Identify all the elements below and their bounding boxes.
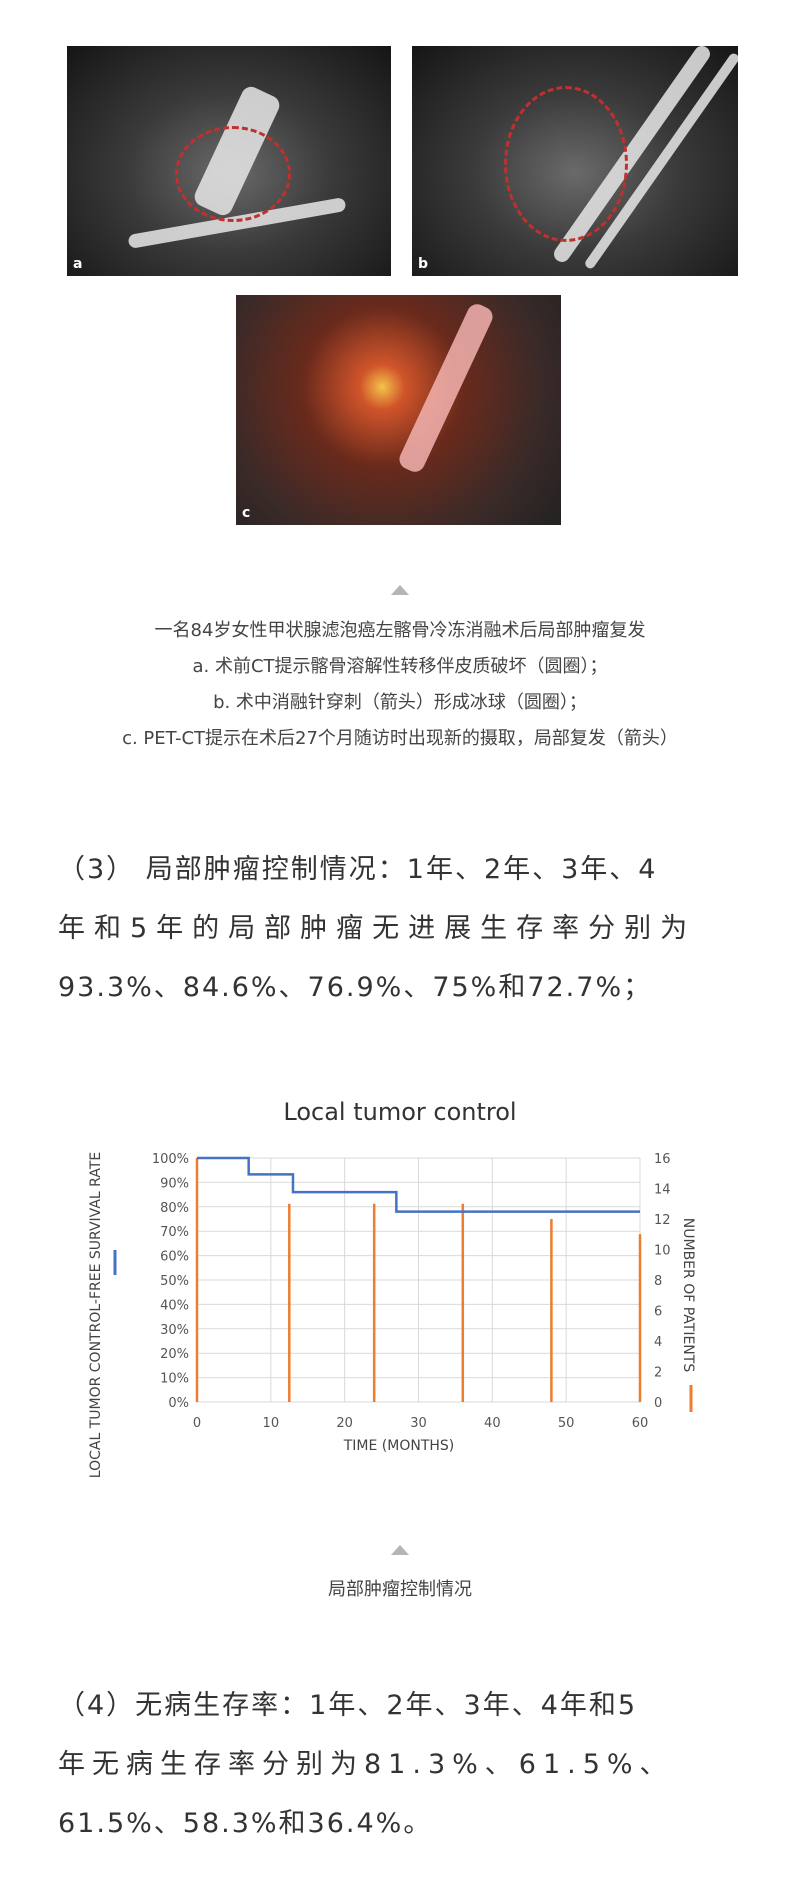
y-tick-label: 40%: [160, 1298, 189, 1313]
x-tick-label: 30: [410, 1416, 427, 1431]
caption-line: 一名84岁女性甲状腺滤泡癌左髂骨冷冻消融术后局部肿瘤复发: [154, 620, 646, 641]
panel-label: b: [418, 256, 429, 272]
y-tick-label: 100%: [152, 1152, 189, 1167]
paragraph-line: 61.5%、58.3%和36.4%。: [58, 1808, 433, 1839]
ct-image-a: a: [67, 46, 391, 276]
paragraph-4: （4）无病生存率：1年、2年、3年、4年和5 年无病生存率分别为81.3%、61…: [58, 1676, 748, 1853]
y-tick-label: 80%: [160, 1201, 189, 1216]
y2-tick-label: 12: [654, 1213, 671, 1228]
x-tick-label: 10: [263, 1416, 280, 1431]
y-tick-label: 60%: [160, 1250, 189, 1265]
y2-axis-label: NUMBER OF PATIENTS: [680, 1218, 696, 1373]
y2-tick-label: 4: [654, 1335, 662, 1350]
caption-line: c. PET-CT提示在术后27个月随访时出现新的摄取，局部复发（箭头）: [122, 728, 678, 749]
x-tick-label: 40: [484, 1416, 501, 1431]
caption-line: b. 术中消融针穿刺（箭头）形成冰球（圆圈）；: [213, 692, 587, 713]
iceball-circle: [504, 86, 628, 242]
y-axis-label: LOCAL TUMOR CONTROL-FREE SURVIVAL RATE: [88, 1152, 104, 1478]
y-tick-label: 20%: [160, 1347, 189, 1362]
y2-tick-label: 8: [654, 1274, 662, 1289]
y-tick-label: 10%: [160, 1372, 189, 1387]
ct-image-b: b: [412, 46, 738, 276]
x-tick-label: 0: [193, 1416, 201, 1431]
x-tick-label: 50: [558, 1416, 575, 1431]
paragraph-line: 93.3%、84.6%、76.9%、75%和72.7%；: [58, 972, 653, 1003]
paragraph-line: （3） 局部肿瘤控制情况：1年、2年、3年、4: [58, 854, 658, 885]
lesion-circle: [175, 126, 291, 222]
y-tick-label: 0%: [168, 1396, 189, 1411]
y2-tick-label: 14: [654, 1183, 671, 1198]
x-tick-label: 60: [632, 1416, 649, 1431]
chart-title: Local tumor control: [283, 1098, 516, 1126]
y-tick-label: 30%: [160, 1323, 189, 1338]
y2-tick-label: 6: [654, 1305, 662, 1320]
y2-tick-label: 0: [654, 1396, 662, 1411]
paragraph-3: （3） 局部肿瘤控制情况：1年、2年、3年、4 年和5年的局部肿瘤无进展生存率分…: [58, 840, 748, 1017]
survival-step-line: [197, 1156, 640, 1213]
paragraph-line: 年无病生存率分别为81.3%、61.5%、: [58, 1749, 674, 1780]
pet-ct-image-c: c: [236, 295, 561, 525]
paragraph-line: 年和5年的局部肿瘤无进展生存率分别为: [58, 913, 697, 944]
paragraph-line: （4）无病生存率：1年、2年、3年、4年和5: [58, 1690, 638, 1721]
y2-tick-label: 2: [654, 1366, 662, 1381]
y-tick-label: 90%: [160, 1176, 189, 1191]
figure2-caption: 局部肿瘤控制情况: [328, 1579, 472, 1600]
x-tick-label: 20: [336, 1416, 353, 1431]
caption-triangle-icon: [391, 585, 409, 595]
y2-tick-label: 16: [654, 1152, 671, 1167]
y2-tick-label: 10: [654, 1244, 671, 1259]
y-tick-label: 70%: [160, 1225, 189, 1240]
caption-triangle-icon: [391, 1545, 409, 1555]
y-tick-label: 50%: [160, 1274, 189, 1289]
caption-line: a. 术前CT提示髂骨溶解性转移伴皮质破坏（圆圈）；: [192, 656, 608, 677]
local-tumor-control-chart: Local tumor control 0% 10% 20% 30% 40% 50% 60%…: [88, 1098, 696, 1478]
panel-label: c: [242, 505, 251, 521]
x-axis-label: TIME (MONTHS): [343, 1438, 455, 1454]
figure1-caption: 一名84岁女性甲状腺滤泡癌左髂骨冷冻消融术后局部肿瘤复发 a. 术前CT提示髂骨…: [0, 613, 800, 757]
panel-label: a: [73, 256, 83, 272]
